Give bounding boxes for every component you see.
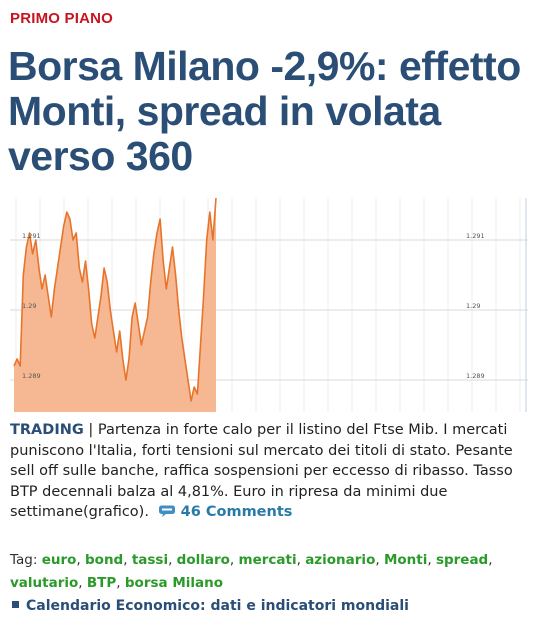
tag-link[interactable]: mercati: [238, 552, 297, 568]
y-tick-label-left: 1.29: [22, 302, 36, 310]
y-tick-label-right: 1.289: [466, 372, 485, 380]
tag-list: Tag: euro, bond, tassi, dollaro, mercati…: [10, 552, 493, 591]
comments-count[interactable]: 46 Comments: [180, 504, 293, 520]
forex-chart[interactable]: 1.291 1.291 1.29 1.29 1.289 1.289: [10, 198, 528, 412]
tag-link[interactable]: dollaro: [176, 552, 230, 568]
tag-link[interactable]: euro: [41, 552, 77, 568]
y-tick-label-right: 1.29: [466, 302, 480, 310]
y-tick-label-left: 1.289: [22, 372, 41, 380]
tag-link[interactable]: azionario: [305, 552, 376, 568]
section-label[interactable]: PRIMO PIANO: [10, 10, 114, 27]
chart-svg: 1.291 1.291 1.29 1.29 1.289 1.289: [10, 198, 528, 412]
related-link-label[interactable]: Calendario Economico: dati e indicatori …: [26, 598, 409, 614]
y-tick-label-right: 1.291: [466, 232, 485, 240]
tag-link[interactable]: tassi: [131, 552, 169, 568]
tag-link[interactable]: bond: [85, 552, 124, 568]
comments-link[interactable]: 46 Comments: [158, 504, 293, 520]
comment-bubble-icon: [158, 505, 175, 517]
chart-line: [13, 198, 217, 402]
article-summary: TRADING | Partenza in forte calo per il …: [10, 420, 532, 523]
tag-link[interactable]: Monti: [383, 552, 428, 568]
tag-link[interactable]: spread: [435, 552, 489, 568]
tags-label: Tag:: [10, 552, 38, 568]
related-link[interactable]: Calendario Economico: dati e indicatori …: [12, 598, 532, 614]
tag-link[interactable]: BTP: [86, 575, 117, 591]
bullet-icon: [12, 601, 19, 608]
article-headline[interactable]: Borsa Milano -2,9%: effetto Monti, sprea…: [8, 43, 521, 179]
tag-link[interactable]: valutario: [10, 575, 79, 591]
summary-kicker: TRADING: [10, 422, 84, 438]
y-tick-label-left: 1.291: [22, 232, 41, 240]
tag-link[interactable]: borsa Milano: [124, 575, 224, 591]
chart-area: [14, 198, 216, 412]
summary-text: | Partenza in forte calo per il listino …: [10, 422, 513, 520]
